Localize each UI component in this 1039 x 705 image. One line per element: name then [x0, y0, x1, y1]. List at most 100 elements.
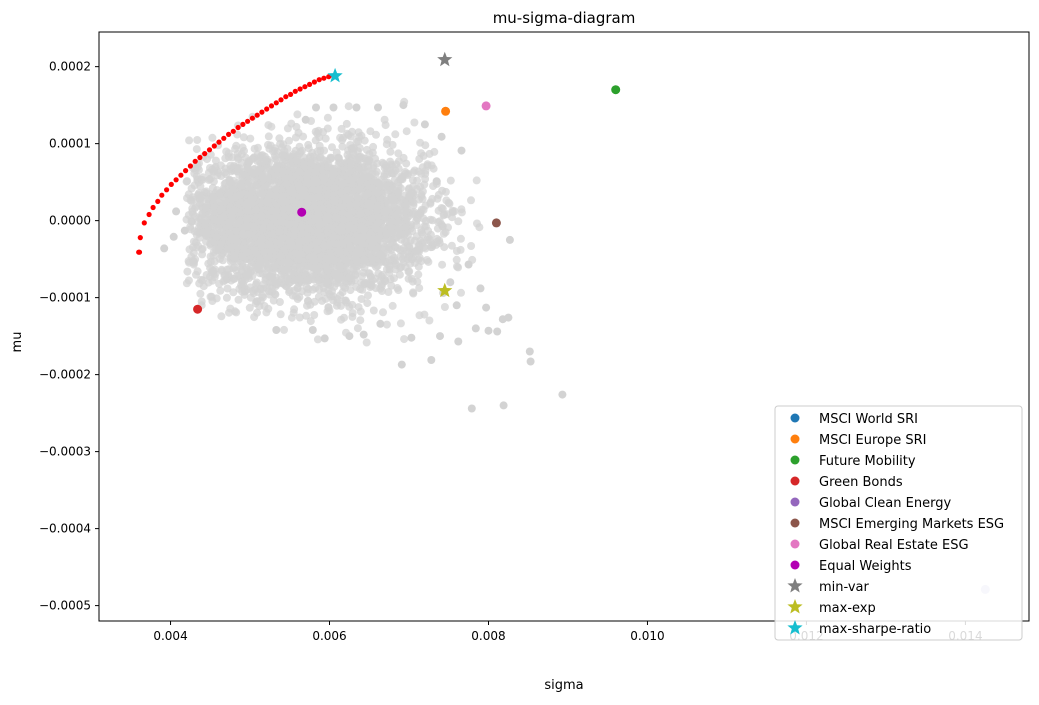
legend-global-real-estate-esg-swatch — [791, 540, 800, 549]
random-portfolio-point — [347, 244, 355, 252]
random-portfolio-point — [324, 125, 332, 133]
random-portfolio-point — [438, 261, 446, 269]
random-portfolio-point — [467, 196, 475, 204]
y-tick-label: −0.0005 — [39, 599, 91, 613]
frontier-point — [264, 106, 269, 111]
legend-msci-emerging-markets-esg-swatch — [791, 519, 800, 528]
random-portfolio-point — [265, 260, 273, 268]
frontier-point — [155, 199, 160, 204]
legend-global-real-estate-esg-label: Global Real Estate ESG — [819, 538, 969, 553]
random-portfolio-point — [335, 226, 343, 234]
random-portfolio-point — [376, 320, 384, 328]
random-portfolio-point — [284, 220, 292, 228]
random-portfolio-point — [333, 298, 341, 306]
random-portfolio-point — [315, 127, 323, 135]
frontier-point — [259, 110, 264, 115]
random-portfolio-point — [414, 211, 422, 219]
frontier-point — [240, 122, 245, 127]
random-portfolio-point — [421, 120, 429, 128]
frontier-point — [142, 220, 147, 225]
random-portfolio-point — [372, 131, 380, 139]
legend-msci-world-sri-swatch — [791, 414, 800, 423]
random-portfolio-point — [277, 310, 285, 318]
random-portfolio-point — [228, 212, 236, 220]
frontier-point — [164, 187, 169, 192]
frontier-point — [207, 147, 212, 152]
random-portfolio-point — [239, 280, 247, 288]
random-portfolio-point — [453, 256, 461, 264]
random-portfolio-point — [449, 208, 457, 216]
frontier-point — [193, 159, 198, 164]
random-portfolio-point — [309, 256, 317, 264]
random-portfolio-point — [330, 104, 338, 112]
random-portfolio-point — [193, 136, 201, 144]
random-portfolio-point — [198, 298, 206, 306]
random-portfolio-point — [185, 136, 193, 144]
random-portfolio-point — [213, 247, 221, 255]
random-portfolio-point — [224, 285, 232, 293]
random-portfolio-point — [211, 273, 219, 281]
random-portfolio-point — [268, 273, 276, 281]
random-portfolio-point — [322, 135, 330, 143]
random-portfolio-point — [213, 233, 221, 241]
random-portfolio-point — [324, 266, 332, 274]
random-portfolio-point — [352, 237, 360, 245]
random-portfolio-point — [238, 253, 246, 261]
random-portfolio-point — [226, 305, 234, 313]
random-portfolio-point — [315, 186, 323, 194]
random-portfolio-point — [276, 140, 284, 148]
random-portfolio-point — [441, 303, 449, 311]
random-portfolio-point — [390, 169, 398, 177]
legend-msci-emerging-markets-esg-label: MSCI Emerging Markets ESG — [819, 517, 1004, 532]
random-portfolio-point — [363, 299, 371, 307]
random-portfolio-point — [356, 316, 364, 324]
random-portfolio-point — [361, 137, 369, 145]
random-portfolio-point — [320, 242, 328, 250]
random-portfolio-point — [188, 208, 196, 216]
random-portfolio-point — [558, 391, 566, 399]
random-portfolio-point — [415, 155, 423, 163]
y-tick-label: −0.0001 — [39, 291, 91, 305]
random-portfolio-point — [354, 194, 362, 202]
random-portfolio-point — [190, 238, 198, 246]
legend-msci-europe-sri-label: MSCI Europe SRI — [819, 433, 926, 448]
random-portfolio-point — [209, 168, 217, 176]
frontier-point — [197, 155, 202, 160]
random-portfolio-point — [350, 225, 358, 233]
random-portfolio-point — [277, 272, 285, 280]
random-portfolio-point — [409, 182, 417, 190]
y-axis-label: mu — [10, 332, 25, 353]
random-portfolio-point — [304, 245, 312, 253]
random-portfolio-point — [267, 223, 275, 231]
random-portfolio-point — [379, 308, 387, 316]
random-portfolio-point — [247, 267, 255, 275]
random-portfolio-point — [413, 221, 421, 229]
random-portfolio-point — [347, 133, 355, 141]
random-portfolio-point — [391, 130, 399, 138]
random-portfolio-point — [304, 235, 312, 243]
random-portfolio-point — [246, 230, 254, 238]
random-portfolio-point — [401, 230, 409, 238]
random-portfolio-point — [426, 237, 434, 245]
random-portfolio-point — [368, 215, 376, 223]
random-portfolio-point — [267, 123, 275, 131]
random-portfolio-point — [457, 235, 465, 243]
legend-green-bonds-label: Green Bonds — [819, 475, 903, 490]
random-portfolio-point — [493, 328, 501, 336]
random-portfolio-point — [200, 282, 208, 290]
random-portfolio-point — [203, 271, 211, 279]
random-portfolio-point — [172, 207, 180, 215]
random-portfolio-point — [426, 150, 434, 158]
random-portfolio-point — [366, 269, 374, 277]
random-portfolio-point — [504, 314, 512, 322]
random-portfolio-point — [378, 280, 386, 288]
random-portfolio-point — [377, 251, 385, 259]
random-portfolio-point — [292, 134, 300, 142]
random-portfolio-point — [383, 164, 391, 172]
random-portfolio-point — [330, 198, 338, 206]
random-portfolio-point — [440, 210, 448, 218]
random-portfolio-point — [365, 172, 373, 180]
random-portfolio-point — [356, 185, 364, 193]
random-portfolio-point — [422, 167, 430, 175]
